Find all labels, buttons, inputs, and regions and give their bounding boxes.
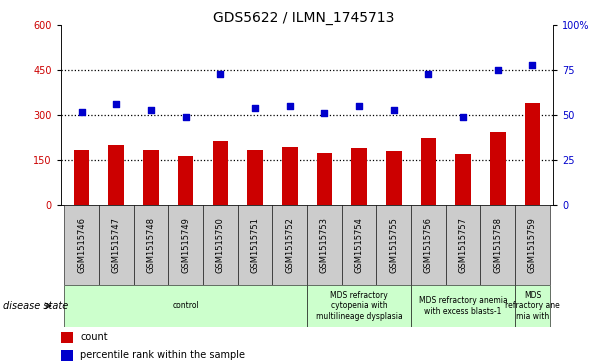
Text: GSM1515748: GSM1515748 xyxy=(147,217,156,273)
Bar xyxy=(247,150,263,205)
Text: GSM1515751: GSM1515751 xyxy=(250,217,260,273)
Text: GSM1515749: GSM1515749 xyxy=(181,217,190,273)
Text: GSM1515758: GSM1515758 xyxy=(493,217,502,273)
Text: GSM1515757: GSM1515757 xyxy=(458,217,468,273)
Text: GSM1515755: GSM1515755 xyxy=(389,217,398,273)
Point xyxy=(250,105,260,111)
Bar xyxy=(134,205,168,285)
Bar xyxy=(525,103,541,205)
Bar xyxy=(203,205,238,285)
Point xyxy=(389,107,399,113)
Bar xyxy=(376,205,411,285)
Text: MDS refractory anemia
with excess blasts-1: MDS refractory anemia with excess blasts… xyxy=(419,296,508,315)
Bar xyxy=(143,150,159,205)
Text: count: count xyxy=(80,332,108,342)
Point xyxy=(493,68,503,73)
Text: GSM1515747: GSM1515747 xyxy=(112,217,121,273)
Text: MDS
refractory ane
mia with: MDS refractory ane mia with xyxy=(505,291,560,321)
Bar xyxy=(411,205,446,285)
Bar xyxy=(64,205,99,285)
Bar xyxy=(307,205,342,285)
Point xyxy=(458,114,468,120)
Bar xyxy=(99,205,134,285)
Bar xyxy=(515,285,550,327)
Text: GSM1515753: GSM1515753 xyxy=(320,217,329,273)
Bar xyxy=(317,153,332,205)
Bar xyxy=(490,132,506,205)
Bar xyxy=(411,285,515,327)
Point xyxy=(354,103,364,109)
Bar xyxy=(61,332,73,343)
Bar xyxy=(307,285,411,327)
Text: GSM1515756: GSM1515756 xyxy=(424,217,433,273)
Text: GSM1515754: GSM1515754 xyxy=(354,217,364,273)
Text: GSM1515759: GSM1515759 xyxy=(528,217,537,273)
Text: disease state: disease state xyxy=(3,301,68,311)
Text: MDS refractory
cytopenia with
multilineage dysplasia: MDS refractory cytopenia with multilinea… xyxy=(316,291,402,321)
Point xyxy=(111,102,121,107)
Point xyxy=(146,107,156,113)
Point xyxy=(424,71,434,77)
Text: control: control xyxy=(172,301,199,310)
Bar xyxy=(480,205,515,285)
Text: GDS5622 / ILMN_1745713: GDS5622 / ILMN_1745713 xyxy=(213,11,395,25)
Point xyxy=(285,103,294,109)
Bar xyxy=(386,151,401,205)
Bar xyxy=(213,141,228,205)
Bar xyxy=(515,205,550,285)
Bar xyxy=(272,205,307,285)
Bar xyxy=(108,145,124,205)
Point xyxy=(528,62,537,68)
Bar xyxy=(421,138,436,205)
Bar xyxy=(74,150,89,205)
Bar xyxy=(238,205,272,285)
Point xyxy=(77,109,86,115)
Bar xyxy=(351,148,367,205)
Bar xyxy=(64,285,307,327)
Bar xyxy=(342,205,376,285)
Bar xyxy=(61,350,73,361)
Point xyxy=(320,111,330,117)
Text: GSM1515746: GSM1515746 xyxy=(77,217,86,273)
Bar xyxy=(446,205,480,285)
Text: GSM1515750: GSM1515750 xyxy=(216,217,225,273)
Point xyxy=(215,71,225,77)
Bar xyxy=(168,205,203,285)
Bar xyxy=(282,147,297,205)
Text: GSM1515752: GSM1515752 xyxy=(285,217,294,273)
Bar xyxy=(455,154,471,205)
Point xyxy=(181,114,190,120)
Bar xyxy=(178,156,193,205)
Text: percentile rank within the sample: percentile rank within the sample xyxy=(80,350,246,360)
